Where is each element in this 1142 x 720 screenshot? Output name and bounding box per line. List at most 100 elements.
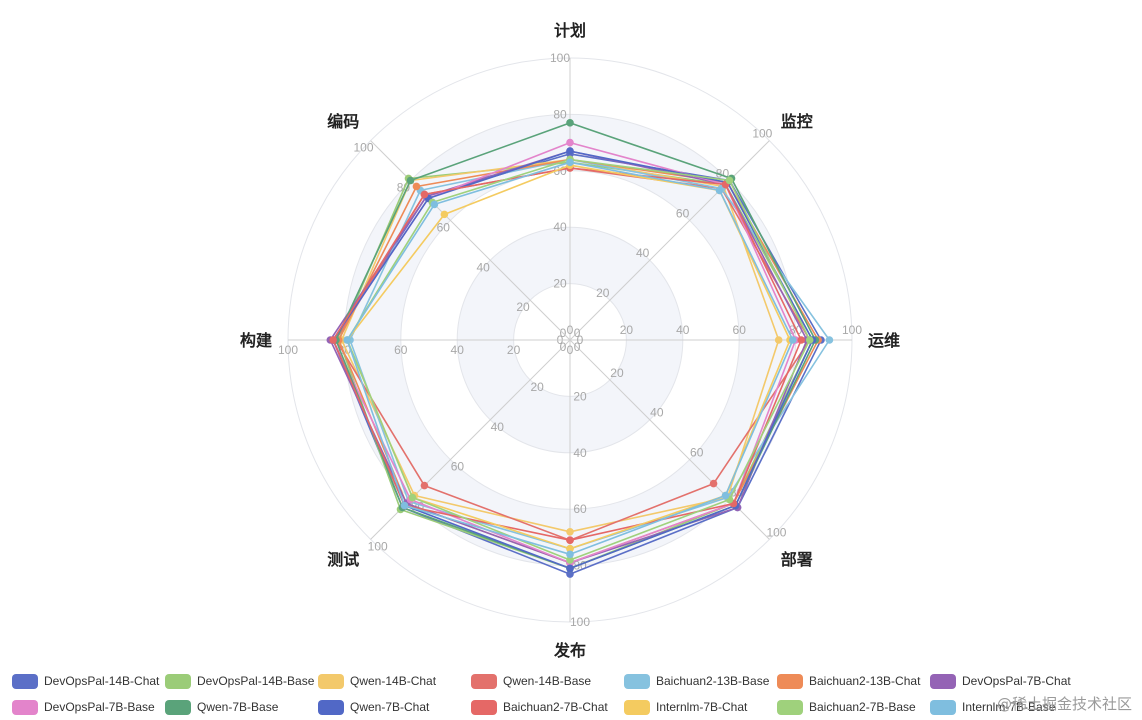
data-point [721, 491, 730, 500]
legend-item-qwen-14b-base[interactable]: Qwen-14B-Base [471, 671, 624, 691]
data-point [566, 570, 574, 578]
tick-label: 60 [690, 446, 704, 460]
tick-label: 20 [620, 323, 634, 337]
legend-row-1: DevOpsPal-14B-Chat DevOpsPal-14B-Base Qw… [12, 668, 1137, 694]
series-internlm-7b-base [343, 158, 797, 559]
data-point [566, 564, 574, 573]
tick-label: 40 [491, 420, 505, 434]
tick-label: 60 [573, 502, 587, 516]
legend-swatch [930, 673, 956, 689]
legend-item-devopspal-7b-chat[interactable]: DevOpsPal-7B-Chat [930, 671, 1083, 691]
data-point [805, 336, 814, 344]
tick-label: 40 [676, 323, 690, 337]
tick-label: 100 [842, 323, 862, 337]
legend-label: DevOpsPal-14B-Chat [44, 674, 160, 688]
data-point [725, 176, 734, 185]
axis-line [569, 140, 770, 341]
tick-label: 60 [437, 220, 451, 234]
legend-label: DevOpsPal-7B-Chat [962, 674, 1071, 688]
legend-swatch [12, 699, 38, 715]
tick-label: 0 [577, 333, 584, 347]
data-point [400, 501, 409, 510]
data-point [774, 336, 783, 344]
indicator-label: 编码 [327, 112, 359, 131]
tick-label: 20 [531, 380, 545, 394]
legend-label: Internlm-7B-Base [962, 700, 1056, 714]
data-point [440, 210, 449, 219]
legend-label: Qwen-7B-Base [197, 700, 279, 714]
axis-line [370, 140, 571, 341]
data-point [566, 147, 574, 155]
tick-label: 100 [766, 525, 786, 539]
data-point [715, 186, 724, 195]
legend-label: Baichuan2-7B-Chat [503, 700, 608, 714]
tick-label: 40 [636, 246, 650, 260]
tick-label: 100 [752, 127, 772, 141]
legend-label: Qwen-14B-Chat [350, 674, 437, 688]
series-baichuan2-7b-base [343, 155, 814, 564]
data-point [788, 336, 797, 344]
indicator-label: 测试 [327, 550, 359, 569]
tick-label: 100 [570, 615, 590, 629]
legend-row-2: DevOpsPal-7B-Base Qwen-7B-Base Qwen-7B-C… [12, 694, 1137, 720]
data-point [408, 493, 417, 502]
tick-label: 40 [476, 260, 490, 274]
legend-item-qwen-7b-chat[interactable]: Qwen-7B-Chat [318, 697, 471, 717]
data-point [412, 182, 421, 191]
legend-label: Baichuan2-13B-Base [656, 674, 770, 688]
legend-item-baichuan2-13b-chat[interactable]: Baichuan2-13B-Chat [777, 671, 930, 691]
data-point [420, 481, 429, 490]
legend-swatch [777, 673, 803, 689]
legend-item-devopspal-14b-chat[interactable]: DevOpsPal-14B-Chat [12, 671, 165, 691]
data-point [566, 119, 574, 127]
tick-label: 100 [550, 51, 570, 65]
tick-label: 20 [507, 343, 521, 357]
legend-swatch [165, 699, 191, 715]
legend-item-baichuan2-7b-chat[interactable]: Baichuan2-7B-Chat [471, 697, 624, 717]
legend-swatch [777, 699, 803, 715]
indicator-label: 部署 [781, 550, 813, 569]
legend-item-baichuan2-13b-base[interactable]: Baichuan2-13B-Base [624, 671, 777, 691]
tick-label: 20 [516, 300, 530, 314]
legend-swatch [624, 699, 650, 715]
tick-label: 20 [573, 389, 587, 403]
legend-swatch [471, 673, 497, 689]
legend-item-devopspal-14b-base[interactable]: DevOpsPal-14B-Base [165, 671, 318, 691]
radar-series [326, 119, 834, 578]
legend-label: Baichuan2-13B-Chat [809, 674, 921, 688]
legend-swatch [12, 673, 38, 689]
legend-label: DevOpsPal-14B-Base [197, 674, 315, 688]
tick-label: 0 [560, 340, 567, 354]
legend-swatch [930, 699, 956, 715]
data-point [825, 336, 834, 344]
legend-label: Internlm-7B-Chat [656, 700, 748, 714]
legend-item-qwen-7b-base[interactable]: Qwen-7B-Base [165, 697, 318, 717]
data-point [420, 190, 429, 199]
indicator-label: 计划 [554, 21, 586, 40]
data-point [343, 336, 352, 344]
legend-item-internlm-7b-chat[interactable]: Internlm-7B-Chat [624, 697, 777, 717]
legend-label: Baichuan2-7B-Base [809, 700, 916, 714]
tick-label: 60 [394, 343, 408, 357]
tick-label: 60 [676, 206, 690, 220]
tick-label: 80 [397, 181, 411, 195]
tick-label: 60 [733, 323, 747, 337]
indicator-label: 运维 [868, 331, 900, 350]
legend-label: Qwen-7B-Chat [350, 700, 430, 714]
data-point [406, 176, 415, 185]
tick-label: 100 [278, 343, 298, 357]
tick-label: 80 [553, 107, 567, 121]
legend-item-devopspal-7b-base[interactable]: DevOpsPal-7B-Base [12, 697, 165, 717]
data-point [797, 336, 806, 344]
legend-swatch [471, 699, 497, 715]
data-point [566, 158, 574, 167]
legend-item-baichuan2-7b-base[interactable]: Baichuan2-7B-Base [777, 697, 930, 717]
tick-label: 20 [553, 277, 567, 291]
data-point [329, 336, 337, 344]
data-point [566, 556, 574, 564]
legend: DevOpsPal-14B-Chat DevOpsPal-14B-Base Qw… [12, 668, 1137, 720]
legend-item-qwen-14b-chat[interactable]: Qwen-14B-Chat [318, 671, 471, 691]
legend-item-internlm-7b-base[interactable]: Internlm-7B-Base [930, 697, 1083, 717]
legend-label: DevOpsPal-7B-Base [44, 700, 155, 714]
